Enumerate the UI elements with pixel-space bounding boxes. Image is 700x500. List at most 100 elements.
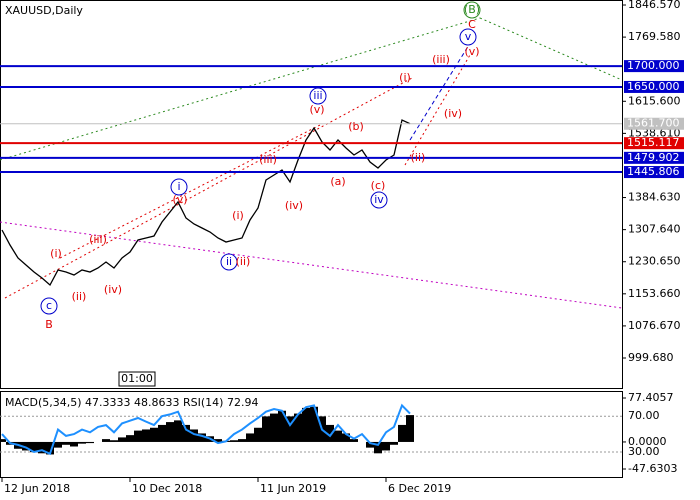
trend-line	[4, 77, 413, 299]
y-tick-label: 1153.660	[628, 287, 681, 300]
wave-label: (iv)	[285, 199, 303, 212]
macd-bar	[190, 429, 198, 442]
macd-bar	[350, 439, 358, 442]
chart-title: XAUUSD,Daily	[5, 4, 83, 17]
wave-label: iii	[313, 89, 322, 102]
macd-bar	[142, 429, 150, 442]
wave-label: (b)	[348, 120, 364, 133]
wave-label: v	[465, 30, 472, 43]
y-tick-label: 1230.650	[628, 255, 681, 268]
wave-label: (v)	[464, 45, 479, 58]
wave-circle	[309, 87, 327, 105]
wave-label: (iv)	[104, 283, 122, 296]
macd-bar	[286, 416, 294, 442]
wave-circle	[170, 178, 188, 196]
level-label: 1445.806	[627, 165, 680, 178]
macd-bar	[126, 435, 134, 442]
macd-bar	[390, 441, 398, 445]
y-tick-label: 1615.600	[628, 94, 681, 107]
wave-label: C	[468, 18, 476, 31]
macd-bar	[334, 430, 342, 442]
trend-line	[0, 17, 481, 161]
trend-line	[479, 17, 623, 81]
wave-label: (a)	[330, 175, 345, 188]
wave-circle	[463, 1, 481, 19]
macd-bar	[262, 416, 270, 442]
macd-bar	[374, 441, 382, 454]
level-box	[624, 151, 684, 164]
macd-bar	[118, 437, 126, 442]
level-label: 1700.000	[627, 59, 680, 72]
macd-bar	[214, 439, 222, 442]
macd-bar	[310, 406, 318, 442]
level-box	[624, 117, 684, 130]
macd-bar	[110, 440, 118, 442]
macd-bar	[22, 441, 30, 451]
macd-bar	[46, 441, 54, 455]
level-label: 1561.700	[627, 117, 680, 130]
macd-bar	[158, 424, 166, 442]
macd-bar	[174, 420, 182, 442]
macd-bar	[166, 422, 174, 442]
time-box	[118, 371, 156, 387]
wave-label: (v)	[172, 193, 187, 206]
wave-label: (iii)	[259, 153, 277, 166]
trend-line	[404, 54, 471, 166]
macd-bar	[230, 440, 238, 442]
y-tick-label: -47.6303	[628, 462, 677, 475]
trend-line	[59, 124, 321, 259]
level-box	[624, 80, 684, 93]
wave-label: i	[177, 180, 180, 193]
level-box	[624, 137, 684, 150]
level-label: 1515.117	[627, 136, 680, 149]
wave-label: (c)	[371, 179, 386, 192]
sub-panel	[0, 391, 623, 478]
wave-label: (ii)	[236, 255, 251, 268]
macd-bar	[302, 407, 310, 442]
macd-bar	[270, 413, 278, 442]
wave-label: ii	[226, 255, 232, 268]
wave-label: (ii)	[72, 290, 87, 303]
x-tick-label: 6 Dec 2019	[388, 482, 451, 495]
y-tick-label: 77.4057	[628, 391, 674, 404]
macd-bar	[0, 439, 6, 442]
macd-bar	[30, 441, 38, 453]
macd-bar	[406, 415, 414, 442]
wave-label: c	[46, 299, 52, 312]
wave-label: (i)	[50, 247, 62, 260]
level-label: 1479.902	[627, 151, 680, 164]
macd-bar	[62, 441, 70, 445]
macd-bar	[70, 441, 78, 447]
y2-tick-label: 30.00	[628, 445, 660, 458]
x-tick-label: 10 Dec 2018	[132, 482, 202, 495]
macd-bar	[86, 441, 94, 444]
macd-bar	[398, 424, 406, 442]
macd-bar	[182, 424, 190, 442]
macd-bar	[246, 433, 254, 442]
wave-label: 01:00	[121, 372, 153, 385]
y-tick-label: 999.680	[628, 351, 674, 364]
macd-bar	[278, 410, 286, 442]
wave-circle	[459, 28, 477, 46]
y-tick-label: 1307.640	[628, 223, 681, 236]
macd-bar	[326, 424, 334, 442]
y2-tick-label: 70.00	[628, 409, 660, 422]
wave-label: iv	[374, 193, 384, 206]
wave-label: (ii)	[411, 151, 426, 164]
wave-label: (i)	[399, 71, 411, 84]
level-label: 1650.000	[627, 80, 680, 93]
wave-label: (iv)	[444, 107, 462, 120]
wave-label: (B)	[464, 3, 480, 16]
macd-bar	[238, 439, 246, 442]
wave-label: (v)	[309, 103, 324, 116]
macd-bar	[382, 441, 390, 451]
macd-bar	[54, 441, 62, 448]
wave-label: (i)	[232, 209, 244, 222]
y-tick-label: 1384.630	[628, 191, 681, 204]
level-box	[624, 166, 684, 179]
y-tick-label: 1769.580	[628, 30, 681, 43]
macd-bar	[102, 439, 110, 442]
macd-bar	[150, 427, 158, 442]
macd-bar	[78, 441, 86, 444]
